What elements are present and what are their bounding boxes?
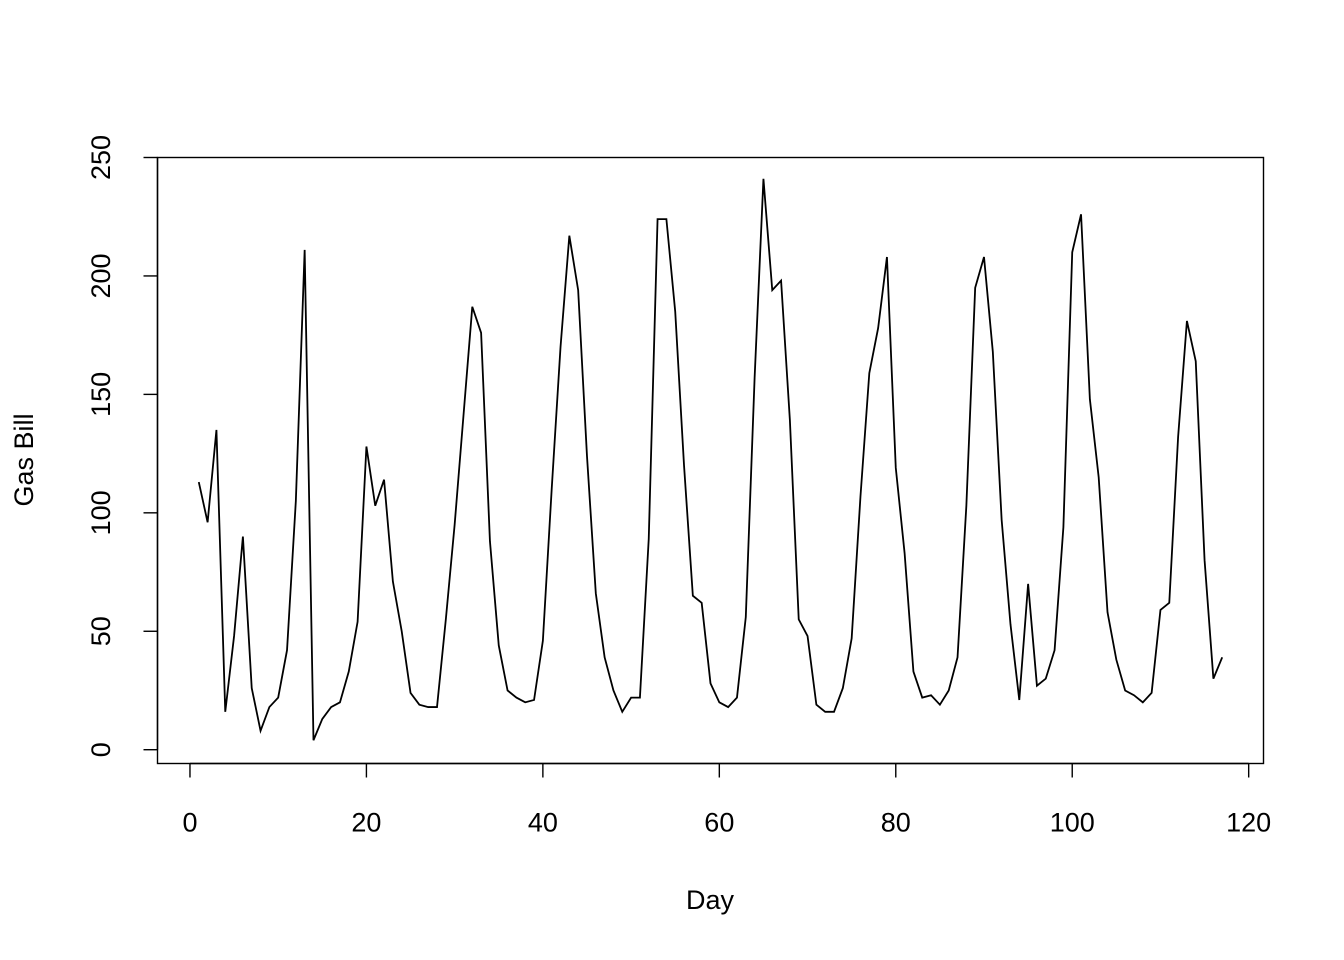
x-tick-label: 20 — [351, 808, 381, 838]
y-tick-label: 150 — [86, 372, 116, 417]
series-layer — [197, 178, 1224, 741]
x-tick-label: 120 — [1226, 808, 1271, 838]
y-axis: 0 50 100 150 200 250 — [86, 135, 159, 757]
x-tick-label: 40 — [528, 808, 558, 838]
x-axis: 0 20 40 60 80 100 120 — [182, 762, 1271, 838]
y-axis-title: Gas Bill — [9, 413, 39, 506]
y-tick-label: 0 — [86, 742, 116, 757]
x-axis-title: Day — [686, 885, 735, 915]
y-tick-label: 50 — [86, 616, 116, 646]
y-tick-label: 250 — [86, 135, 116, 180]
y-tick-label: 100 — [86, 490, 116, 535]
x-tick-label: 0 — [182, 808, 197, 838]
x-tick-label: 100 — [1050, 808, 1095, 838]
y-tick-label: 200 — [86, 253, 116, 298]
x-tick-label: 60 — [704, 808, 734, 838]
x-tick-label: 80 — [881, 808, 911, 838]
series-line-0 — [197, 178, 1224, 741]
